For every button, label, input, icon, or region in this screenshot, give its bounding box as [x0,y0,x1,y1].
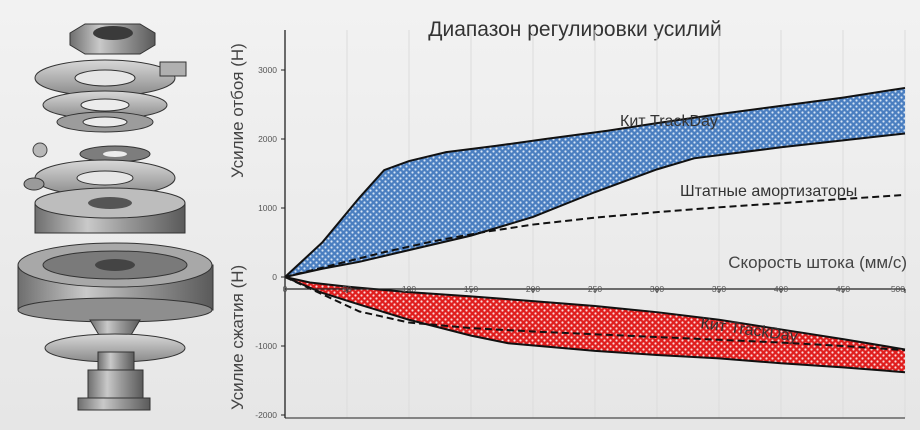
band-lower-edge-compression [284,276,906,374]
x-axis-title: Скорость штока (мм/с) [728,253,907,272]
band-upper-edge-compression [284,276,906,351]
x-tick-label: 350 [712,284,726,294]
band-label-rebound: Кит TrackDay [620,113,718,130]
x-tick-label: 0 [283,284,288,294]
x-tick-label: 250 [588,284,602,294]
band-upper-edge-rebound [284,86,906,278]
band-area-rebound [285,87,905,277]
chart-lines [284,193,906,352]
y-axis-title-compression: Усилие сжатия (Н) [228,265,247,410]
x-tick-label: 450 [836,284,850,294]
series-line-rebound [284,193,906,278]
y-tick-label: -1000 [255,341,277,351]
x-tick-label: 150 [464,284,478,294]
series-label-stock: Штатные амортизаторы [680,183,857,200]
x-tick-label: 300 [650,284,664,294]
chart-bands [284,86,906,374]
band-area-compression [285,277,905,373]
chart-ticks: 3000 2000 1000 0 -1000 -2000 0 50 100 150 200 250 30… [255,65,906,420]
x-tick-label: 200 [526,284,540,294]
band-lower-edge-rebound [284,132,906,278]
y-tick-label: -2000 [255,410,277,420]
force-velocity-chart: Диапазон регулировки усилий 300020001000… [228,18,907,420]
x-tick-label: 50 [342,284,352,294]
x-tick-label: 500 [891,284,905,294]
y-tick-label: 1000 [258,203,277,213]
x-tick-label: 100 [402,284,416,294]
valve-assembly-illustration [17,23,214,411]
y-tick-label: 3000 [258,65,277,75]
y-tick-label: 0 [272,272,277,282]
series-line-compression [284,276,906,352]
y-axis-title-rebound: Усилие отбоя (Н) [228,43,247,178]
y-tick-label: 2000 [258,134,277,144]
chart-title: Диапазон регулировки усилий [428,18,721,41]
x-tick-label: 400 [774,284,788,294]
